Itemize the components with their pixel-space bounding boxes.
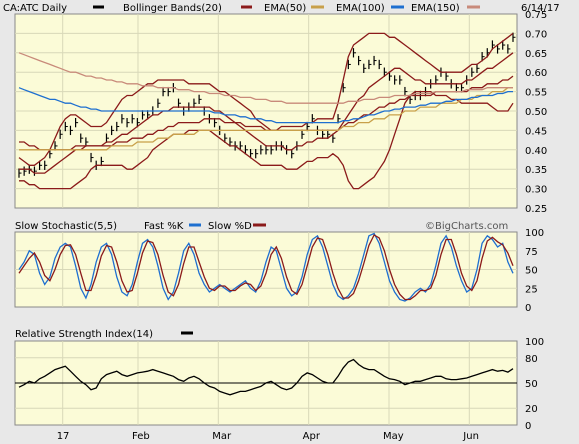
- ytick-0-7: 0.40: [525, 146, 547, 157]
- rsi-legend: Relative Strength Index(14): [15, 329, 193, 340]
- xtick-3: Apr: [303, 431, 321, 442]
- ytick-1-0: 100: [525, 228, 544, 239]
- ytick-2-0: 100: [525, 337, 544, 348]
- stoch-legend: Slow Stochastic(5,5) Fast %K Slow %D ©Bi…: [15, 221, 508, 232]
- ytick-2-3: 20: [525, 404, 538, 415]
- ytick-0-0: 0.75: [525, 10, 547, 21]
- ytick-0-8: 0.35: [525, 165, 547, 176]
- series-0-5: [19, 87, 513, 151]
- ytick-2-1: 80: [525, 354, 538, 365]
- xtick-4: May: [383, 431, 404, 442]
- ytick-2-4: 0: [525, 421, 531, 432]
- xtick-0: 17: [57, 431, 70, 442]
- grid-layer: [15, 14, 517, 425]
- stoch-title: Slow Stochastic(5,5): [15, 221, 117, 232]
- series-layer: [18, 32, 516, 396]
- watermark: ©BigCharts.com: [425, 221, 508, 232]
- series-0-6: [18, 87, 513, 124]
- stoch-legend-k: Fast %K: [144, 221, 184, 232]
- series-0-3: [19, 90, 514, 190]
- legend-ema100: EMA(100): [336, 3, 385, 14]
- ytick-1-2: 50: [525, 266, 538, 277]
- ytick-0-3: 0.60: [525, 68, 547, 79]
- ytick-0-2: 0.65: [525, 49, 547, 60]
- rsi-title: Relative Strength Index(14): [15, 329, 153, 340]
- series-0-7: [18, 52, 513, 104]
- xtick-2: Mar: [212, 431, 232, 442]
- ytick-1-3: 25: [525, 284, 538, 295]
- date-label: 6/14/17: [521, 3, 560, 14]
- xtick-5: Jun: [462, 431, 479, 442]
- series-1-0: [18, 232, 514, 302]
- ytick-2-2: 50: [525, 379, 538, 390]
- ytick-1-1: 75: [525, 247, 538, 258]
- ytick-0-6: 0.45: [525, 126, 547, 137]
- symbol-label: CA:ATC Daily: [3, 3, 67, 14]
- series-0-1: [18, 32, 514, 166]
- ytick-0-1: 0.70: [525, 29, 547, 40]
- ytick-1-4: 0: [525, 303, 531, 314]
- ytick-0-5: 0.50: [525, 107, 547, 118]
- stoch-legend-d: Slow %D: [208, 221, 252, 232]
- ytick-0-10: 0.25: [525, 204, 547, 215]
- series-1-1: [18, 234, 514, 301]
- legend-bollinger: Bollinger Bands(20): [123, 3, 222, 14]
- price-legend: CA:ATC Daily Bollinger Bands(20) EMA(50)…: [3, 3, 560, 14]
- series-2-0: [18, 358, 514, 396]
- ytick-0-4: 0.55: [525, 88, 547, 99]
- legend-ema150: EMA(150): [411, 3, 460, 14]
- xtick-1: Feb: [132, 431, 150, 442]
- ticks-layer: 0.75 0.70 0.65 0.60 0.55 0.50 0.45 0.40 0.35 0.30…: [57, 10, 548, 442]
- ytick-0-9: 0.30: [525, 185, 547, 196]
- legend-ema50: EMA(50): [264, 3, 306, 14]
